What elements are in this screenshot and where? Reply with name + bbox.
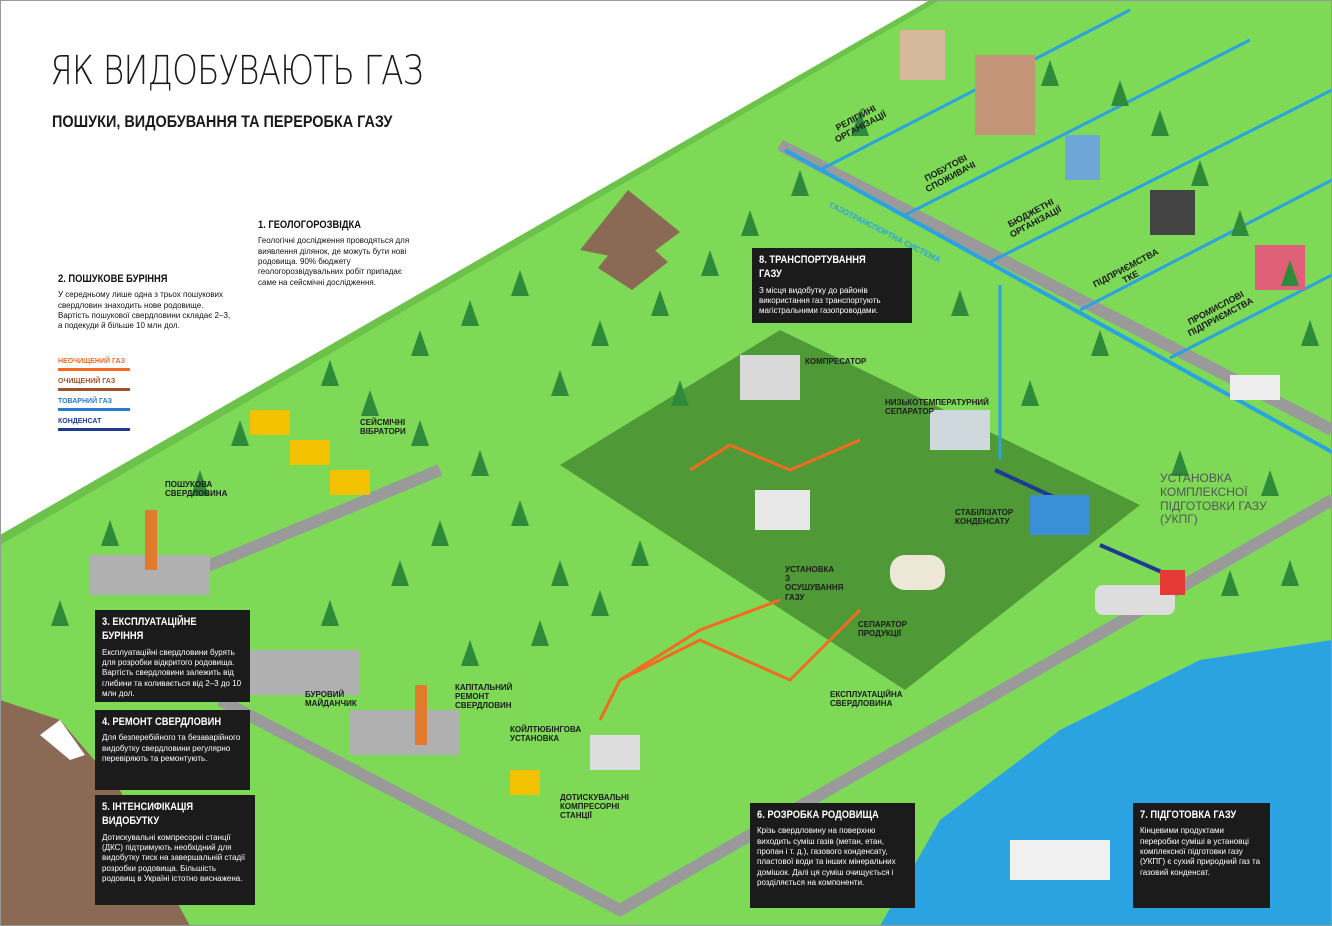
step-box: 1. ГЕОЛОГОРОЗВІДКА Геологічні дослідження…	[258, 218, 418, 288]
map-label: ЕКСПЛУАТАЦІЙНА СВЕРДЛОВИНА	[830, 690, 910, 708]
page: ЯК ВИДОБУВАЮТЬ ГАЗ ПОШУКИ, ВИДОБУВАННЯ Т…	[0, 0, 1332, 926]
map-label: НИЗЬКОТЕМПЕРАТУРНИЙ СЕПАРАТОР	[885, 398, 995, 416]
step-title: 2. ПОШУКОВЕ БУРІННЯ	[58, 272, 207, 286]
map-label: КОМПРЕСАТОР	[805, 357, 865, 366]
step-text: Крізь свердловину на поверхню виходить с…	[757, 826, 908, 888]
legend-label: ТОВАРНИЙ ГАЗ	[58, 398, 112, 405]
step-box: 6. РОЗРОБКА РОДОВИЩА Крізь свердловину на…	[750, 803, 915, 908]
step-title: 1. ГЕОЛОГОРОЗВІДКА	[258, 218, 394, 232]
legend-arrow	[58, 388, 130, 391]
title: ЯК ВИДОБУВАЮТЬ ГАЗ	[50, 48, 423, 94]
map-label: УСТАНОВКА З ОСУШУВАННЯ ГАЗУ	[785, 565, 830, 602]
step-text: З місця видобутку до районів використанн…	[759, 286, 905, 317]
map-label: ПОШУКОВА СВЕРДЛОВИНА	[165, 480, 235, 498]
legend-label: ОЧИЩЕНИЙ ГАЗ	[58, 378, 115, 385]
step-box: 5. ІНТЕНСИФІКАЦІЯ ВИДОБУТКУ Дотискувальні…	[95, 795, 255, 905]
step-title: 3. ЕКСПЛУАТАЦІЙНЕ БУРІННЯ	[102, 615, 222, 644]
plant-label: УСТАНОВКА КОМПЛЕКСНОЇ ПІДГОТОВКИ ГАЗУ (У…	[1160, 472, 1270, 527]
step-box: 7. ПІДГОТОВКА ГАЗУ Кінцевими продуктами п…	[1133, 803, 1270, 908]
map-label: СЕЙСМІЧНІ ВІБРАТОРИ	[360, 418, 420, 436]
step-text: Кінцевими продуктами переробки суміші в …	[1140, 826, 1263, 878]
step-title: 7. ПІДГОТОВКА ГАЗУ	[1140, 808, 1245, 822]
step-box: 4. РЕМОНТ СВЕРДЛОВИН Для безперебійного т…	[95, 710, 250, 790]
legend-arrow	[58, 408, 130, 411]
subtitle: ПОШУКИ, ВИДОБУВАННЯ ТА ПЕРЕРОБКА ГАЗУ	[52, 112, 392, 132]
map-label: СЕПАРАТОР ПРОДУКЦІЇ	[858, 620, 918, 638]
legend-label: НЕОЧИЩЕНИЙ ГАЗ	[58, 358, 125, 365]
map-label: ДОТИСКУВАЛЬНІ КОМПРЕСОРНІ СТАНЦІЇ	[560, 793, 630, 821]
step-title: 6. РОЗРОБКА РОДОВИЩА	[757, 808, 885, 822]
map-label: СТАБІЛІЗАТОР КОНДЕНСАТУ	[955, 508, 1015, 526]
legend-arrow	[58, 368, 130, 371]
step-box: 2. ПОШУКОВЕ БУРІННЯ У середньому лише одн…	[58, 272, 233, 332]
step-box: 8. ТРАНСПОРТУВАННЯ ГАЗУ З місця видобутку…	[752, 248, 912, 323]
step-title: 5. ІНТЕНСИФІКАЦІЯ ВИДОБУТКУ	[102, 800, 226, 829]
map-label: КАПІТАЛЬНИЙ РЕМОНТ СВЕРДЛОВИН	[455, 683, 525, 711]
legend-arrow	[58, 428, 130, 431]
step-title: 8. ТРАНСПОРТУВАННЯ ГАЗУ	[759, 253, 883, 282]
step-text: У середньому лише одна з трьох пошукових…	[58, 290, 233, 332]
step-text: Експлуатаційні свердловини бурять для ро…	[102, 648, 243, 700]
map-label: БУРОВИЙ МАЙДАНЧИК	[305, 690, 365, 708]
step-box: 3. ЕКСПЛУАТАЦІЙНЕ БУРІННЯ Експлуатаційні …	[95, 610, 250, 702]
map-label: КОЙЛТЮБІНГОВА УСТАНОВКА	[510, 725, 585, 743]
legend-label: КОНДЕНСАТ	[58, 418, 101, 425]
step-text: Дотискувальні компресорні станції (ДКС) …	[102, 833, 248, 885]
step-text: Для безперебійного та безаварійного видо…	[102, 733, 243, 764]
step-text: Геологічні дослідження проводяться для в…	[258, 236, 418, 288]
step-title: 4. РЕМОНТ СВЕРДЛОВИН	[102, 715, 222, 729]
